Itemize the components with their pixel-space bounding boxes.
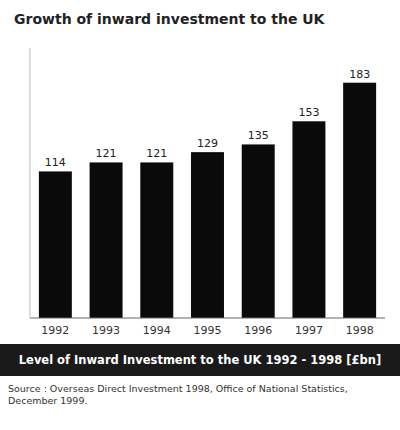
data-label: 153 (298, 106, 319, 119)
bar (140, 162, 173, 318)
x-tick-label: 1997 (295, 324, 323, 337)
footer-title: Level of Inward Investment to the UK 199… (19, 353, 381, 367)
chart-title: Growth of inward investment to the UK (14, 11, 326, 27)
x-tick-label: 1998 (346, 324, 374, 337)
data-label: 135 (248, 129, 269, 142)
footer-band (0, 344, 400, 376)
data-label: 121 (146, 147, 167, 160)
x-axis: 1992 1993 1994 1995 1996 1997 1998 (30, 318, 385, 337)
source-note: Source : Overseas Direct Investment 1998… (8, 383, 348, 406)
data-label: 114 (45, 156, 66, 169)
x-tick-label: 1995 (194, 324, 222, 337)
x-tick-label: 1993 (92, 324, 120, 337)
bar (242, 144, 275, 318)
bar (39, 171, 72, 318)
data-label: 129 (197, 137, 218, 150)
bars (39, 83, 376, 318)
y-axis-line (30, 48, 31, 318)
x-tick-label: 1992 (41, 324, 69, 337)
bar (343, 83, 376, 318)
bar (90, 162, 123, 318)
data-label: 121 (96, 147, 117, 160)
data-label: 183 (349, 68, 370, 81)
chart-svg: Growth of inward investment to the UK 114… (0, 0, 400, 430)
x-axis-line (30, 318, 385, 319)
x-tick-label: 1994 (143, 324, 171, 337)
bar (292, 121, 325, 318)
bar (191, 152, 224, 318)
data-labels: 114 121 121 129 135 153 183 (45, 68, 370, 170)
x-tick-label: 1996 (244, 324, 272, 337)
chart-container: Growth of inward investment to the UK 114… (0, 0, 400, 430)
